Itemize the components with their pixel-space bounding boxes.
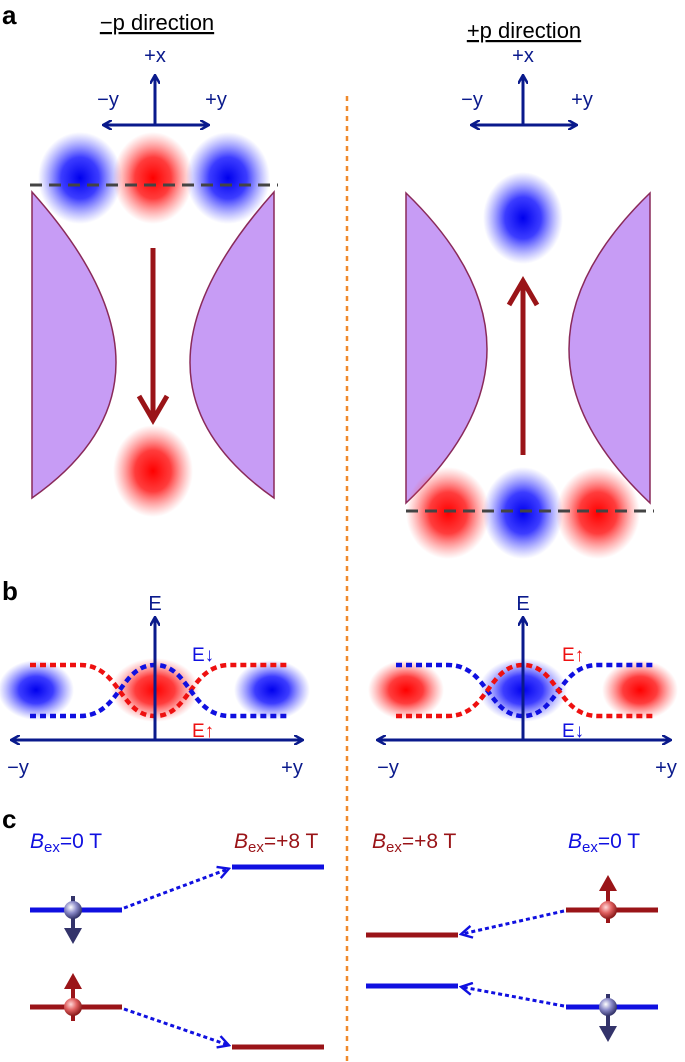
right-blob-blue-top <box>483 172 563 264</box>
b-right-e-label: E <box>516 593 529 615</box>
left-blob-red-center <box>113 132 193 224</box>
b-left-blob-blue-right <box>234 660 310 720</box>
c-left-final-field-label: Bex=+8 T <box>234 830 319 856</box>
left-band-left-lobe <box>31 190 117 500</box>
right-band-right-lobe <box>568 191 651 505</box>
b-left-e-label: E <box>148 593 161 615</box>
c-right-spin-up <box>599 875 617 923</box>
right-band-left-lobe <box>405 191 488 505</box>
c-left-initial-symbol: B <box>30 830 44 853</box>
c-right-initial-field-label: Bex=0 T <box>568 830 640 856</box>
b-right-e-down-label: E↓ <box>562 721 584 742</box>
c-right-final-symbol: B <box>372 830 386 853</box>
left-blob-red-bottom <box>113 425 193 517</box>
c-right-spin-down <box>599 994 617 1042</box>
right-axis-indicator: +x −y +y <box>461 45 593 125</box>
panel-c-right: Bex=+8 T Bex=0 T <box>366 830 658 1042</box>
c-right-initial-value: =0 T <box>598 830 640 853</box>
left-axis-x-label: +x <box>144 45 166 67</box>
left-direction-title: −p direction <box>100 10 214 35</box>
c-right-shift-arrow-blue <box>462 987 565 1008</box>
left-axis-neg-y-label: −y <box>97 89 119 111</box>
left-motion-arrow <box>136 248 170 425</box>
right-axis-neg-y-label: −y <box>461 89 483 111</box>
c-right-final-subscript: ex <box>386 839 402 856</box>
left-axis-indicator: +x −y +y <box>97 45 227 125</box>
c-left-spin-down <box>64 896 82 944</box>
c-left-shift-arrow-red-level <box>123 1007 228 1045</box>
c-left-shift-arrow-blue <box>123 869 228 910</box>
left-blob-blue-left <box>38 132 122 224</box>
panel-label-a: a <box>2 0 17 30</box>
c-left-final-value: =+8 T <box>264 830 319 853</box>
panel-a-right: +p direction +x −y +y <box>405 18 654 559</box>
b-right-blob-red-left <box>368 660 444 720</box>
panel-label-b: b <box>2 576 18 606</box>
b-right-e-up-label: E↑ <box>562 645 584 666</box>
left-axis-pos-y-label: +y <box>205 89 227 111</box>
right-motion-arrow <box>506 276 540 455</box>
c-left-final-symbol: B <box>234 830 248 853</box>
left-blob-blue-right <box>186 132 270 224</box>
c-left-initial-subscript: ex <box>44 839 60 856</box>
b-right-blob-red-right <box>602 660 678 720</box>
c-left-initial-value: =0 T <box>60 830 102 853</box>
right-blob-red-right <box>556 467 640 559</box>
c-right-shift-arrow-red-level <box>462 909 565 934</box>
c-right-final-field-label: Bex=+8 T <box>372 830 457 856</box>
c-right-final-value: =+8 T <box>402 830 457 853</box>
b-right-pos-y-label: +y <box>655 757 677 779</box>
c-left-initial-field-label: Bex=0 T <box>30 830 102 856</box>
b-right-neg-y-label: −y <box>377 757 399 779</box>
right-blob-blue-center <box>483 467 563 559</box>
panel-a-left: −p direction +x −y +y <box>30 10 278 517</box>
right-axis-x-label: +x <box>512 45 534 67</box>
panel-c-left: Bex=0 T Bex=+8 T <box>30 830 324 1050</box>
c-left-final-subscript: ex <box>248 839 264 856</box>
panel-b-left: E −y +y E↓ E↑ <box>0 593 310 779</box>
c-right-initial-symbol: B <box>568 830 582 853</box>
c-right-initial-subscript: ex <box>582 839 598 856</box>
panel-label-c: c <box>2 804 16 834</box>
b-left-neg-y-label: −y <box>7 757 29 779</box>
right-axis-pos-y-label: +y <box>571 89 593 111</box>
right-direction-title: +p direction <box>467 18 581 43</box>
left-band-right-lobe <box>189 190 275 500</box>
b-left-pos-y-label: +y <box>281 757 303 779</box>
panel-b-right: E −y +y E↑ E↓ <box>368 593 678 779</box>
c-left-spin-up <box>64 973 82 1021</box>
b-left-blob-blue-left <box>0 660 74 720</box>
b-left-e-up-label: E↑ <box>192 721 214 742</box>
b-left-e-down-label: E↓ <box>192 645 214 666</box>
right-blob-red-left <box>406 467 490 559</box>
